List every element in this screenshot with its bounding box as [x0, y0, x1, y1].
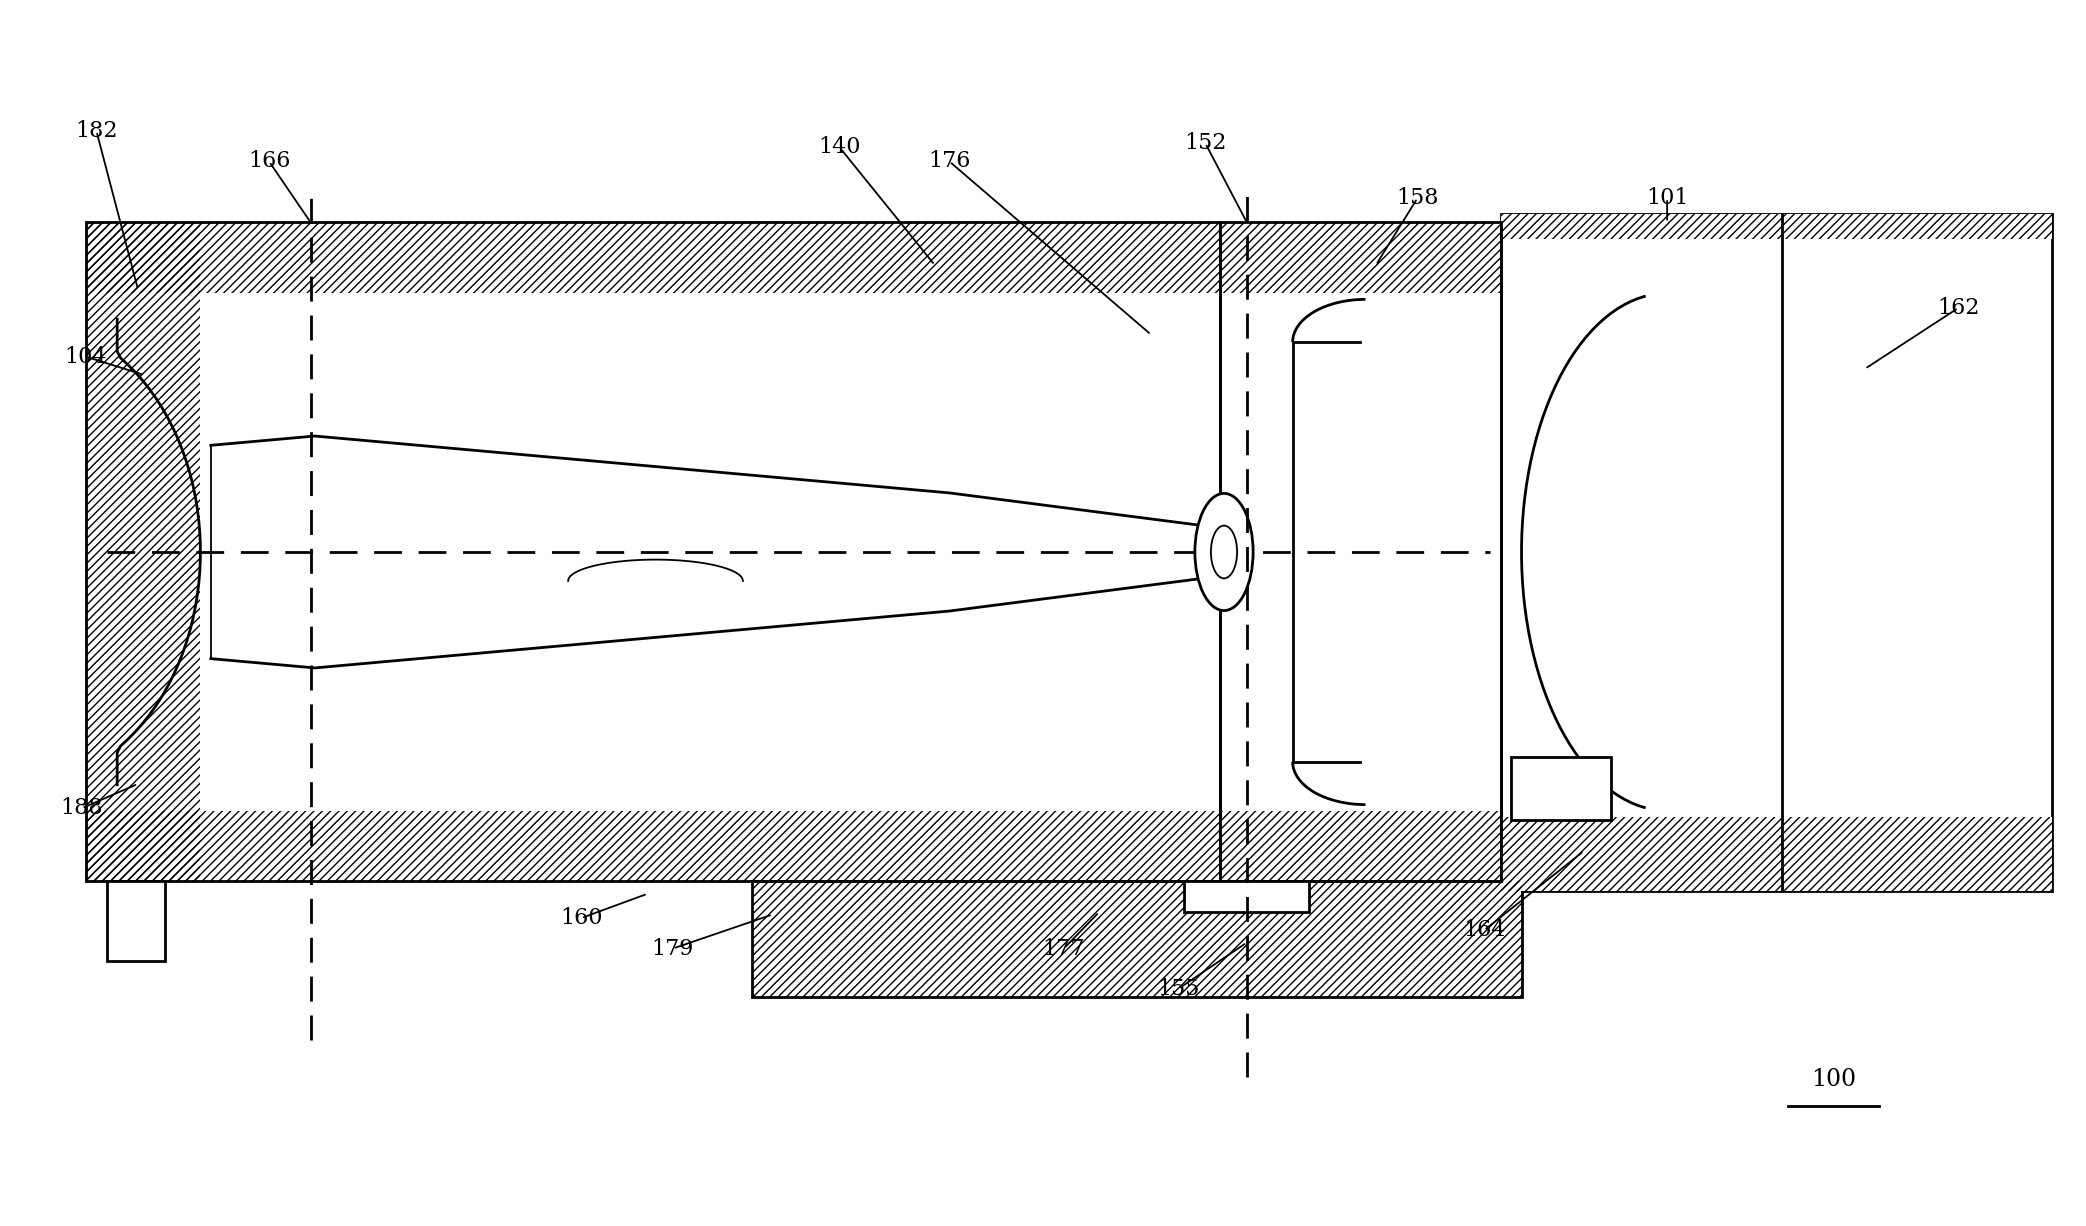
Text: 182: 182 — [75, 120, 117, 142]
Bar — [1510, 756, 1610, 820]
Text: 166: 166 — [248, 151, 290, 173]
Bar — [86, 810, 1220, 881]
Bar — [1220, 810, 1500, 881]
Bar — [86, 222, 200, 881]
Bar — [1500, 817, 2053, 891]
Bar — [1500, 213, 2053, 239]
Text: 140: 140 — [818, 136, 859, 158]
Text: 104: 104 — [65, 346, 106, 368]
Bar — [1500, 817, 2053, 891]
Bar — [200, 293, 1220, 810]
Bar — [1220, 222, 1500, 293]
Bar — [86, 222, 1220, 881]
Text: 188: 188 — [60, 797, 102, 819]
Bar — [1500, 213, 2053, 239]
Bar — [751, 881, 1521, 998]
Text: 160: 160 — [559, 907, 603, 929]
Ellipse shape — [1210, 526, 1237, 579]
Bar — [86, 810, 1220, 881]
Ellipse shape — [1195, 493, 1254, 611]
Text: 152: 152 — [1185, 132, 1227, 154]
Bar — [86, 222, 1220, 293]
Bar — [86, 222, 1220, 293]
Text: 100: 100 — [1811, 1068, 1857, 1091]
Bar — [1222, 293, 1500, 810]
Text: 176: 176 — [928, 151, 970, 173]
Bar — [751, 881, 1521, 998]
Text: 179: 179 — [651, 938, 695, 960]
Bar — [106, 881, 165, 961]
Text: 164: 164 — [1462, 920, 1506, 942]
Text: 155: 155 — [1158, 978, 1199, 1000]
Text: 101: 101 — [1646, 188, 1688, 210]
Bar — [1185, 881, 1310, 912]
Bar — [1220, 810, 1500, 881]
Bar — [86, 222, 200, 881]
Bar — [1220, 222, 1500, 293]
Text: 162: 162 — [1938, 297, 1980, 319]
Bar — [1220, 222, 1500, 881]
Text: 158: 158 — [1396, 188, 1439, 210]
Bar — [1500, 213, 2053, 891]
Text: 177: 177 — [1043, 938, 1085, 960]
